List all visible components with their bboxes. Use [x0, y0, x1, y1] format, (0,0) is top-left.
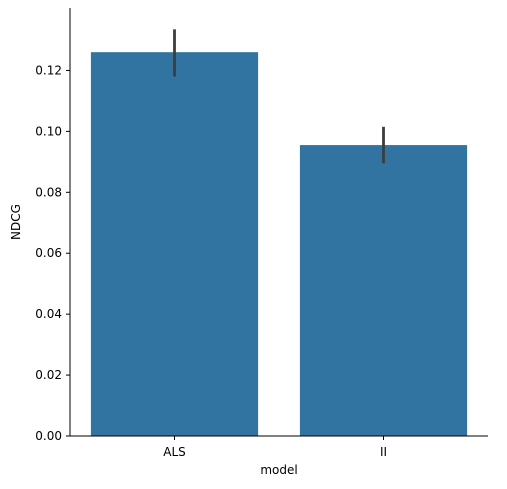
bars-layer — [90, 52, 468, 437]
x-axis-label: model — [260, 463, 297, 477]
y-axis-label: NDCG — [9, 204, 23, 240]
y-tick-label: 0.08 — [35, 185, 62, 199]
y-tick-label: 0.06 — [35, 246, 62, 260]
y-tick-label: 0.00 — [35, 429, 62, 443]
y-tick-label: 0.12 — [35, 63, 62, 77]
x-tick-label: ALS — [163, 445, 186, 459]
bar-ii — [299, 145, 468, 436]
y-tick-label: 0.10 — [35, 124, 62, 138]
error-bars-layer — [173, 29, 385, 164]
y-tick-label: 0.02 — [35, 368, 62, 382]
bar-als — [90, 52, 259, 437]
y-tick-label: 0.04 — [35, 307, 62, 321]
x-ticks: ALS II — [163, 436, 387, 459]
x-tick-label: II — [380, 445, 387, 459]
y-ticks: 0.00 0.02 0.04 0.06 0.08 0.10 0.12 — [35, 63, 70, 443]
